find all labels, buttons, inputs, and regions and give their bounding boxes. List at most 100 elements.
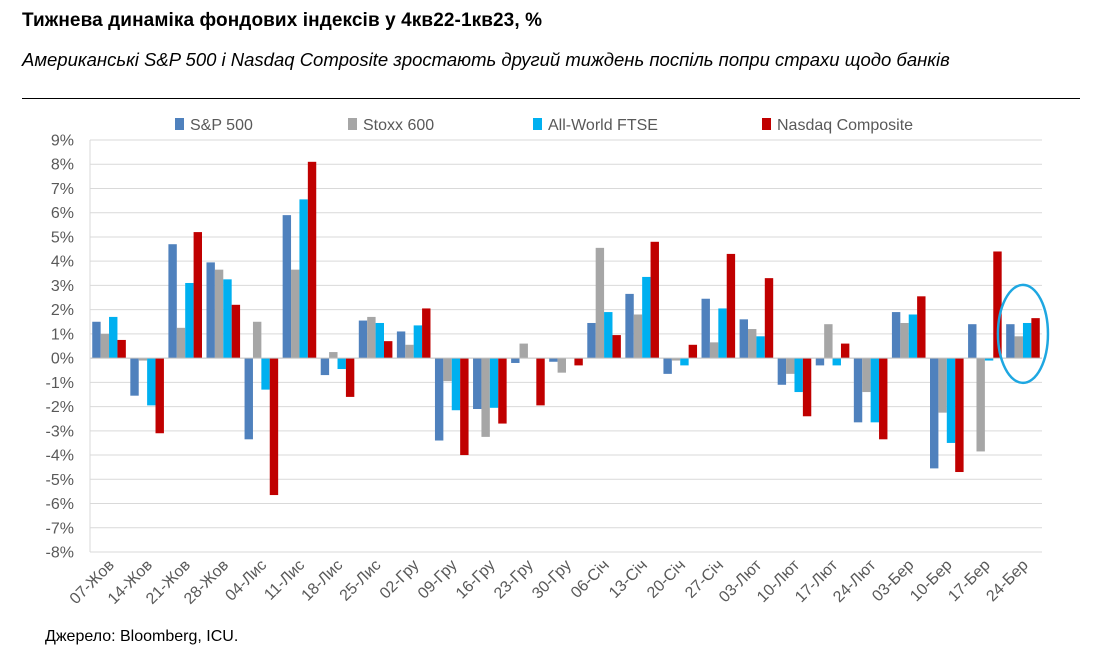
x-tick-label: 17-Бер <box>945 557 993 605</box>
x-tick-label: 18-Лис <box>299 557 347 605</box>
bar-all-world-ftse-10 <box>489 358 499 408</box>
bar-all-world-ftse-23 <box>984 358 994 361</box>
bar-stoxx-600-23 <box>976 358 985 452</box>
bar-s-p-500-22 <box>930 358 939 469</box>
bar-stoxx-600-3 <box>214 269 224 359</box>
bar-s-p-500-16 <box>701 298 710 359</box>
bar-s-p-500-5 <box>282 215 292 359</box>
y-tick-label: -1% <box>46 375 74 392</box>
y-tick-label: 2% <box>51 302 74 319</box>
bar-all-world-ftse-7 <box>375 322 384 359</box>
y-tick-label: 8% <box>51 157 74 174</box>
bar-nasdaq-composite-6 <box>345 358 355 397</box>
bar-nasdaq-composite-4 <box>269 358 279 496</box>
legend-swatch <box>762 118 771 130</box>
bar-nasdaq-composite-20 <box>879 358 888 440</box>
x-tick-label: 30-Гру <box>529 557 575 603</box>
bar-stoxx-600-6 <box>329 352 338 359</box>
x-tick-label: 11-Лис <box>261 557 308 604</box>
bar-s-p-500-2 <box>168 244 177 359</box>
bar-nasdaq-composite-17 <box>764 278 774 359</box>
bar-nasdaq-composite-9 <box>460 358 469 456</box>
bar-s-p-500-10 <box>473 358 482 410</box>
x-tick-label: 16-Гру <box>453 557 499 603</box>
bar-stoxx-600-8 <box>405 344 414 359</box>
bar-nasdaq-composite-23 <box>993 251 1002 359</box>
bar-nasdaq-composite-19 <box>840 343 850 359</box>
bar-s-p-500-20 <box>853 358 863 423</box>
x-tick-label: 13-Січ <box>606 557 651 602</box>
bar-s-p-500-21 <box>891 312 901 359</box>
bar-all-world-ftse-3 <box>223 279 232 359</box>
bar-all-world-ftse-20 <box>870 358 880 423</box>
bar-stoxx-600-11 <box>519 343 528 359</box>
bar-stoxx-600-4 <box>252 321 262 359</box>
bar-all-world-ftse-17 <box>756 336 765 359</box>
bar-stoxx-600-0 <box>100 333 110 359</box>
bar-all-world-ftse-6 <box>337 358 346 370</box>
y-tick-label: 3% <box>51 278 74 295</box>
bar-s-p-500-3 <box>206 262 215 359</box>
bar-s-p-500-1 <box>130 358 139 396</box>
bar-s-p-500-17 <box>739 319 748 359</box>
x-tick-label: 23-Гру <box>491 557 537 603</box>
bar-stoxx-600-5 <box>291 269 300 359</box>
bar-s-p-500-8 <box>396 331 406 359</box>
bar-stoxx-600-19 <box>824 324 833 359</box>
bar-all-world-ftse-18 <box>794 358 803 393</box>
bar-all-world-ftse-24 <box>1022 322 1032 359</box>
bar-stoxx-600-9 <box>443 358 452 382</box>
bar-s-p-500-24 <box>1006 324 1015 359</box>
y-tick-label: 5% <box>51 229 74 246</box>
x-tick-label: 10-Бер <box>907 557 955 605</box>
bar-all-world-ftse-1 <box>147 358 156 406</box>
bar-all-world-ftse-21 <box>908 314 918 359</box>
bar-nasdaq-composite-12 <box>574 358 583 366</box>
legend-label: Stoxx 600 <box>363 117 434 134</box>
bar-s-p-500-15 <box>663 358 672 374</box>
bar-stoxx-600-16 <box>709 342 719 359</box>
bar-stoxx-600-18 <box>786 358 795 374</box>
x-tick-label: 02-Гру <box>377 557 423 603</box>
x-tick-label: 09-Гру <box>415 557 461 603</box>
legend-label: S&P 500 <box>190 117 253 134</box>
bar-all-world-ftse-19 <box>832 358 841 366</box>
highlight-ellipse <box>996 283 1050 385</box>
bar-nasdaq-composite-3 <box>231 304 241 359</box>
bar-stoxx-600-7 <box>367 316 376 359</box>
bar-all-world-ftse-8 <box>413 325 423 359</box>
y-tick-label: 7% <box>51 181 74 198</box>
bar-s-p-500-12 <box>549 358 558 362</box>
y-tick-label: 6% <box>51 205 74 222</box>
bar-nasdaq-composite-13 <box>612 335 621 359</box>
y-tick-label: -2% <box>46 399 74 416</box>
x-tick-label: 04-Лис <box>222 557 270 605</box>
bar-s-p-500-23 <box>968 324 977 359</box>
bar-nasdaq-composite-2 <box>193 232 202 359</box>
bar-stoxx-600-15 <box>671 358 681 361</box>
y-tick-label: 0% <box>51 351 74 368</box>
legend-swatch <box>348 118 357 130</box>
bar-stoxx-600-10 <box>481 358 490 437</box>
bar-stoxx-600-22 <box>938 358 947 413</box>
bar-s-p-500-7 <box>358 320 368 359</box>
zero-axis <box>89 140 1042 552</box>
y-tick-label: -5% <box>46 472 74 489</box>
bar-all-world-ftse-22 <box>946 358 956 443</box>
bar-all-world-ftse-2 <box>185 282 194 359</box>
y-axis: 9% 8% 7% 6% 5% 4% 3% 2% 1% 0% -1% -2% -3% -4% -5% -6% -7… <box>46 133 74 562</box>
bar-nasdaq-composite-11 <box>536 358 545 406</box>
bar-s-p-500-13 <box>587 322 596 359</box>
bar-all-world-ftse-15 <box>680 358 689 366</box>
y-tick-label: -6% <box>46 496 74 513</box>
bar-s-p-500-18 <box>777 358 787 385</box>
bar-all-world-ftse-9 <box>451 358 461 411</box>
bar-stoxx-600-12 <box>557 358 566 373</box>
x-tick-label: 03-Бер <box>869 557 917 605</box>
bar-stoxx-600-21 <box>900 322 909 359</box>
bar-stoxx-600-2 <box>176 327 186 359</box>
bar-s-p-500-19 <box>815 358 825 366</box>
legend-label: All-World FTSE <box>548 117 658 134</box>
bar-nasdaq-composite-24 <box>1031 318 1040 359</box>
